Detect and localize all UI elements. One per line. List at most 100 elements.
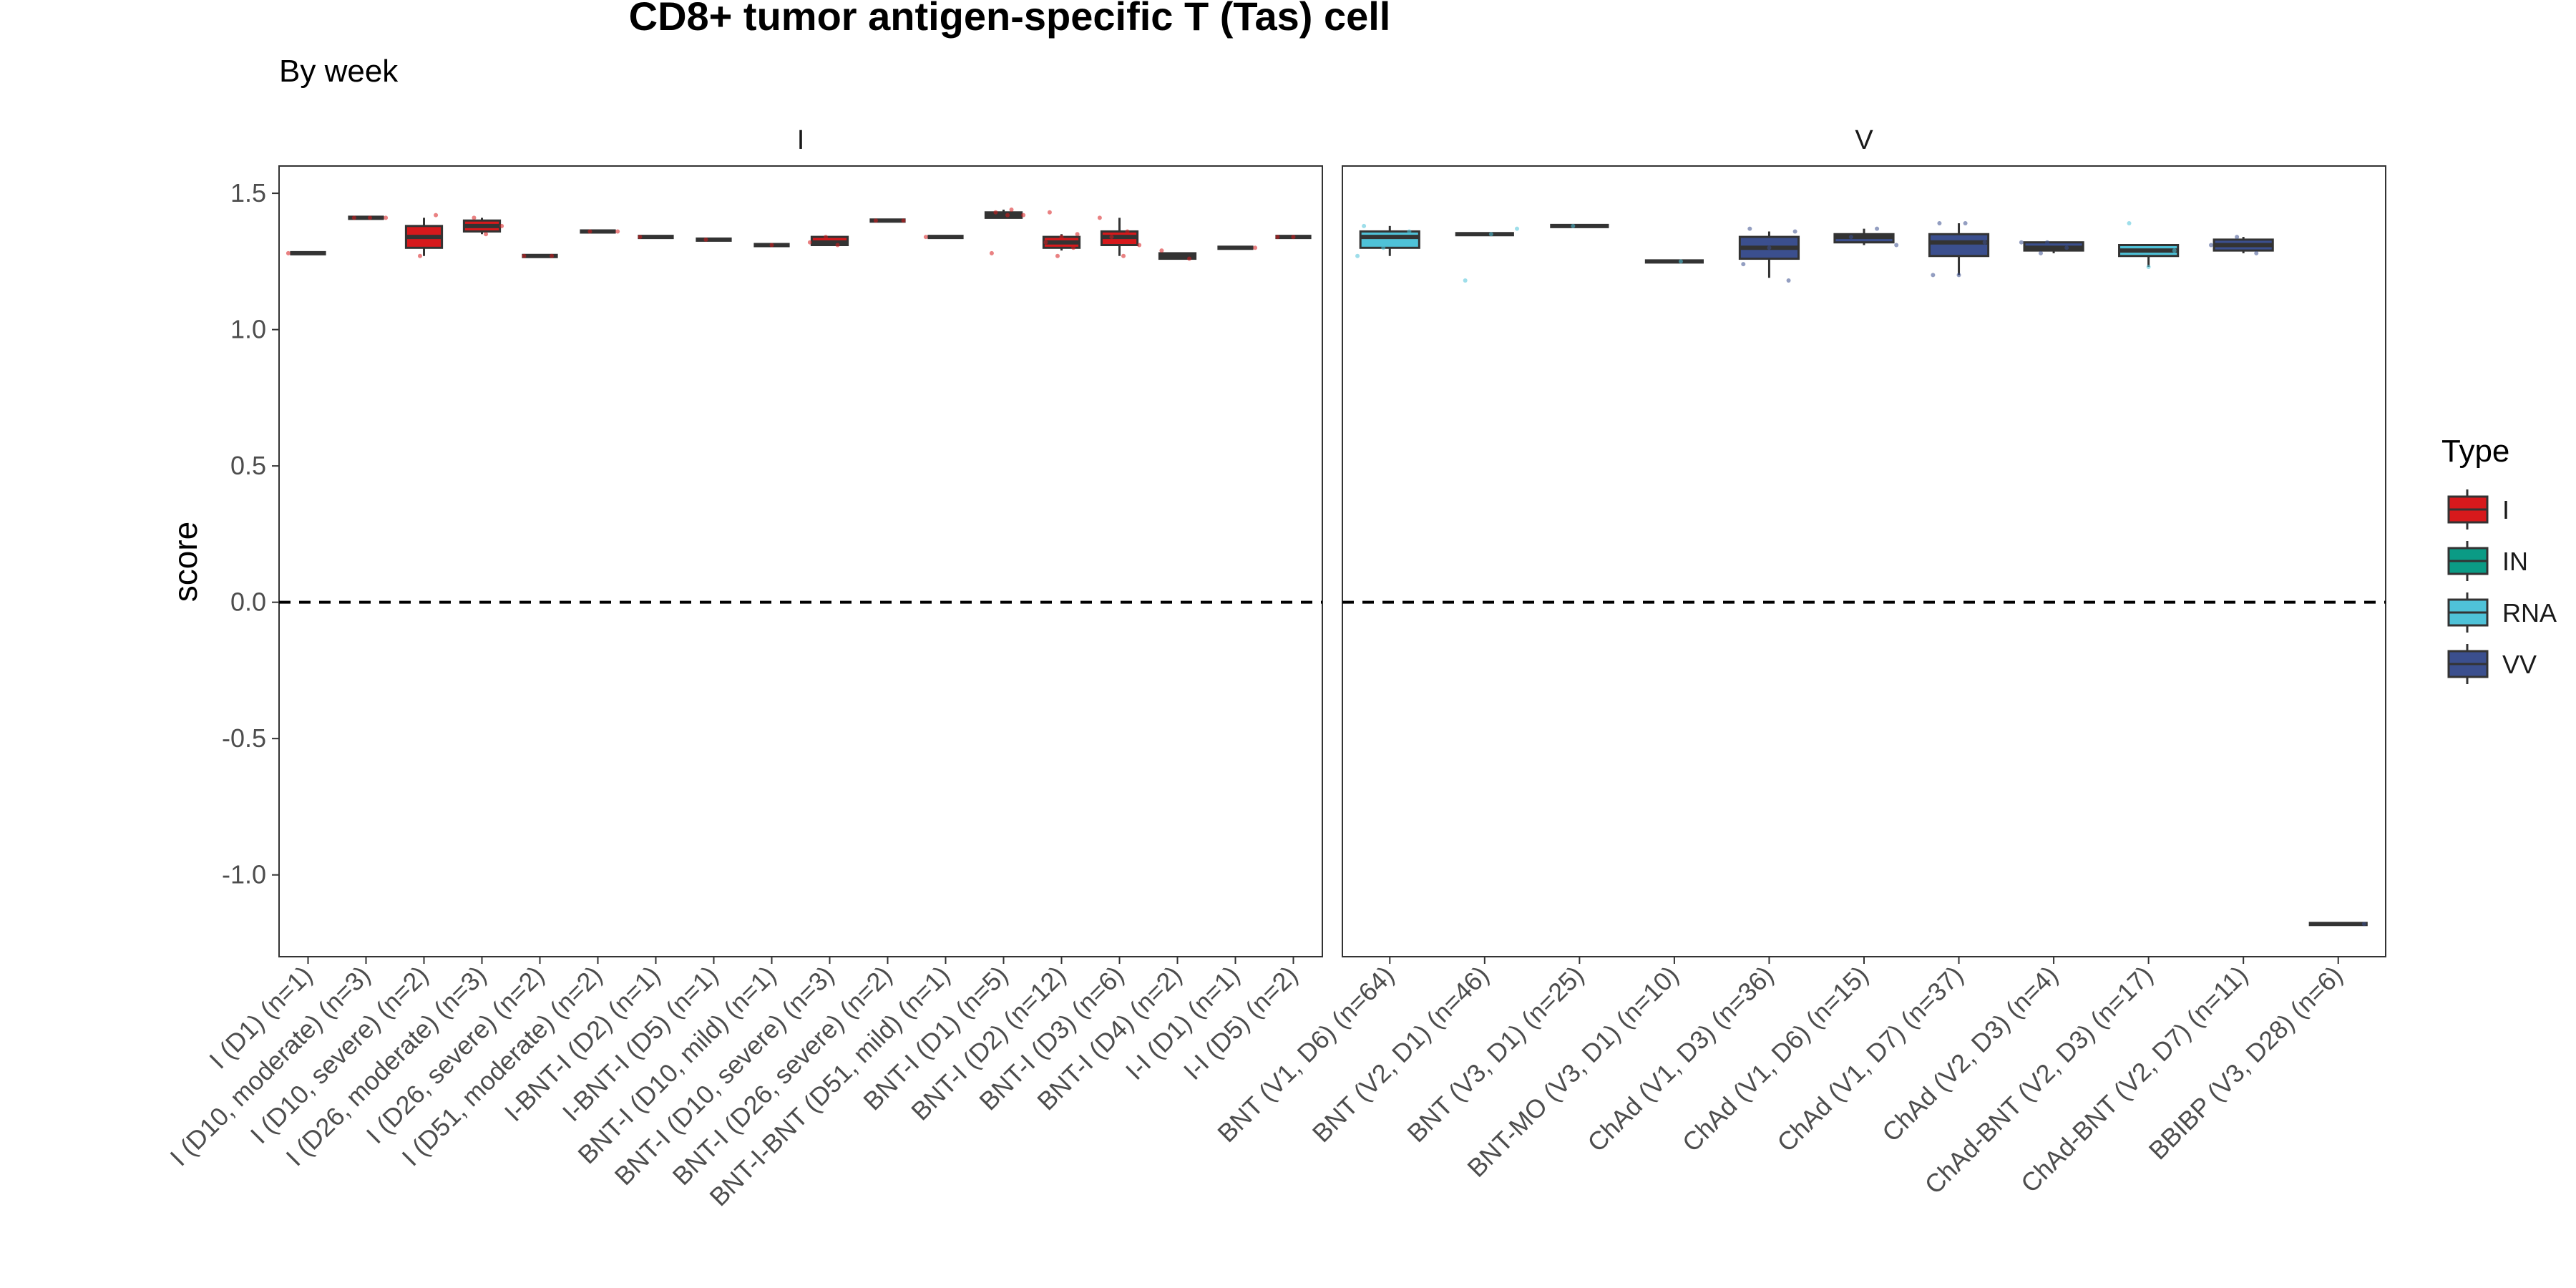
panel-border [1342,165,2386,957]
x-tick-label: ChAd (V1, D6) (n=15) [1677,960,1874,1158]
y-axis-label: score [167,522,204,602]
data-point [638,235,643,240]
data-point [1021,213,1026,218]
data-point [923,235,928,240]
legend-label: VV [2502,650,2537,679]
x-tick-label: ChAd (V1, D3) (n=36) [1581,960,1779,1158]
data-point [1109,235,1114,240]
x-tick-label: BBIBP (V3, D28) (n=6) [2143,960,2348,1166]
data-point [286,250,291,255]
data-point [1571,223,1576,228]
data-point [1043,240,1048,245]
legend-title: Type [2441,434,2509,469]
data-point [769,243,774,248]
x-tick-label: BNT (V2, D1) (n=46) [1307,960,1495,1148]
data-point [351,215,356,220]
legend-item-vv: VV [2447,644,2537,684]
data-point [1678,259,1683,264]
data-point [1275,235,1280,240]
y-tick-label: -0.5 [222,723,266,753]
data-point [522,253,527,258]
y-tick-label: 1.5 [230,178,266,208]
x-tick-label: ChAd (V2, D3) (n=4) [1876,960,2064,1148]
legend-item-i: I [2447,489,2509,530]
data-point [993,210,998,215]
y-tick-label: 0.5 [230,451,266,480]
data-point [1463,278,1468,283]
panel-strip-label: I [797,125,805,155]
data-point [384,215,389,220]
data-point [1121,253,1126,258]
data-point [1963,221,1968,226]
data-point [1362,223,1367,228]
data-point [1097,215,1102,220]
data-point [823,235,828,240]
y-tick-label: -1.0 [222,860,266,889]
data-point [587,229,592,234]
box-body [1928,233,1990,258]
data-point [1137,243,1142,248]
data-point [2127,221,2132,226]
data-point [2039,250,2044,255]
data-point [1059,235,1064,240]
chart-title: CD8+ tumor antigen-specific T (Tas) cell [629,0,1391,39]
data-point [2254,250,2259,255]
data-point [2235,235,2240,240]
data-point [1005,213,1010,218]
data-point [1937,221,1942,226]
legend-item-in: IN [2447,541,2528,581]
data-point [615,229,620,234]
data-point [472,215,477,220]
data-point [1071,245,1076,250]
plot-panels: I-1.0-0.50.00.51.01.5I (D1) (n=1)I (D10,… [164,125,2386,1211]
data-point [703,237,708,242]
legend-items: I IN RNA VV [2447,489,2557,684]
data-point [484,232,489,237]
data-point [2064,245,2069,250]
data-point [1747,226,1752,231]
data-point [1786,278,1791,283]
data-point [434,213,439,218]
box-body [1359,230,1420,249]
legend-item-rna: RNA [2447,592,2557,633]
panel-I: I-1.0-0.50.00.51.01.5I (D1) (n=1)I (D10,… [164,125,1323,1211]
data-point [1291,235,1296,240]
data-point [1355,253,1360,258]
data-point [1187,256,1192,261]
data-point [1047,210,1052,215]
x-tick-label: ChAd (V1, D7) (n=37) [1771,960,1968,1158]
data-point [1931,273,1936,278]
data-point [2045,240,2050,245]
data-point [1792,229,1797,234]
data-point [417,253,422,258]
data-point [1009,207,1014,212]
data-point [2019,240,2024,245]
data-point [1159,248,1164,253]
data-point [1848,235,1853,240]
data-point [873,218,878,223]
data-point [835,243,840,248]
data-point [2172,248,2177,253]
data-point [2208,243,2213,248]
data-point [368,215,373,220]
data-point [1767,245,1772,250]
data-point [1125,229,1130,234]
data-point [1875,226,1880,231]
legend-label: I [2502,495,2509,525]
data-point [1253,245,1258,250]
x-tick-label: BNT (V3, D1) (n=25) [1401,960,1589,1148]
panel-strip-label: V [1855,125,1873,155]
legend-label: IN [2502,547,2528,576]
data-point [1894,243,1899,248]
legend: Type I IN RNA VV [2441,434,2557,684]
data-point [550,253,555,258]
data-point [1381,245,1386,250]
data-point [1741,262,1746,267]
panel-border [278,165,1323,957]
data-point [1407,229,1412,234]
data-point [2146,264,2151,269]
y-tick-label: 0.0 [230,587,266,617]
data-point [901,218,906,223]
